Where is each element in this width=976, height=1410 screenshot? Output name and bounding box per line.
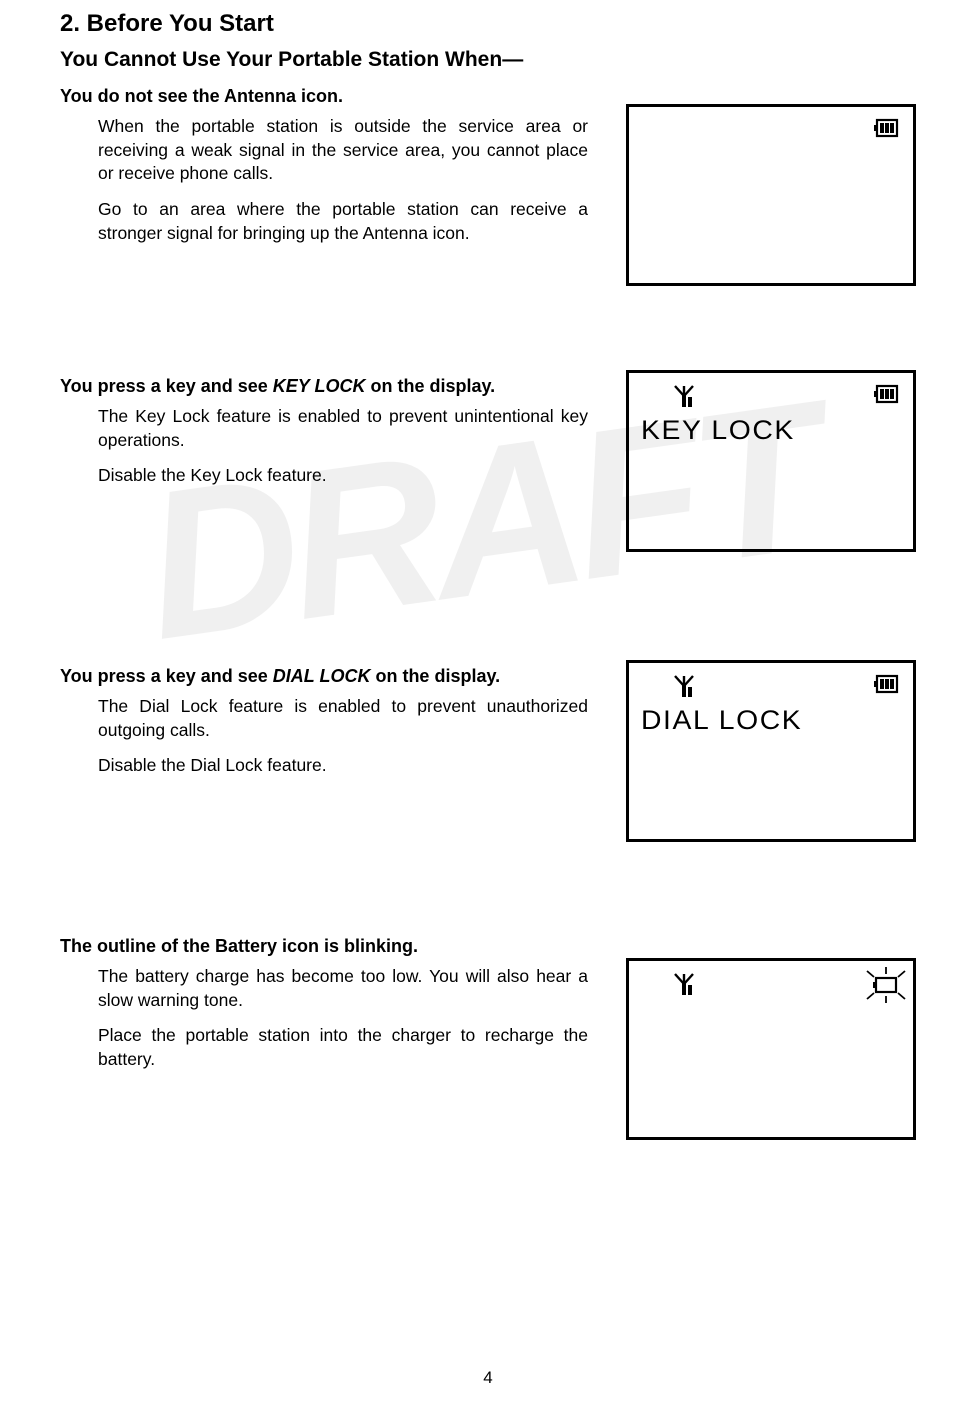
body-text: The Key Lock feature is enabled to preve… <box>98 405 588 488</box>
antenna-icon <box>671 673 699 699</box>
body-text: The battery charge has become too low. Y… <box>98 965 588 1072</box>
paragraph: Disable the Key Lock feature. <box>98 464 588 488</box>
section-key-lock: You press a key and see KEY LOCK on the … <box>60 376 916 576</box>
section-battery-blink: The outline of the Battery icon is blink… <box>60 936 916 1136</box>
paragraph: The battery charge has become too low. Y… <box>98 965 588 1012</box>
page-number: 4 <box>0 1368 976 1388</box>
screen-text: DIAL LOCK <box>641 705 914 736</box>
subheading: You Cannot Use Your Portable Station Whe… <box>60 48 916 72</box>
battery-icon <box>873 383 901 405</box>
display-screen: KEY LOCK <box>626 370 916 552</box>
paragraph: Go to an area where the portable station… <box>98 198 588 245</box>
section-dial-lock: You press a key and see DIAL LOCK on the… <box>60 666 916 866</box>
section-heading: 2. Before You Start <box>60 10 916 38</box>
paragraph: When the portable station is outside the… <box>98 115 588 186</box>
item-heading: The outline of the Battery icon is blink… <box>60 936 916 957</box>
antenna-icon <box>671 971 699 997</box>
display-screen: DIAL LOCK <box>626 660 916 842</box>
paragraph: The Dial Lock feature is enabled to prev… <box>98 695 588 742</box>
page-content: 2. Before You Start You Cannot Use Your … <box>0 0 976 1246</box>
battery-icon <box>873 117 901 139</box>
antenna-icon <box>671 383 699 409</box>
body-text: When the portable station is outside the… <box>98 115 588 245</box>
screen-text: KEY LOCK <box>641 415 914 446</box>
display-screen <box>626 958 916 1140</box>
paragraph: The Key Lock feature is enabled to preve… <box>98 405 588 452</box>
battery-icon <box>873 673 901 695</box>
battery-blink-icon <box>861 965 911 999</box>
display-screen <box>626 104 916 286</box>
section-antenna: You do not see the Antenna icon. When th… <box>60 86 916 286</box>
paragraph: Place the portable station into the char… <box>98 1024 588 1071</box>
paragraph: Disable the Dial Lock feature. <box>98 754 588 778</box>
body-text: The Dial Lock feature is enabled to prev… <box>98 695 588 778</box>
